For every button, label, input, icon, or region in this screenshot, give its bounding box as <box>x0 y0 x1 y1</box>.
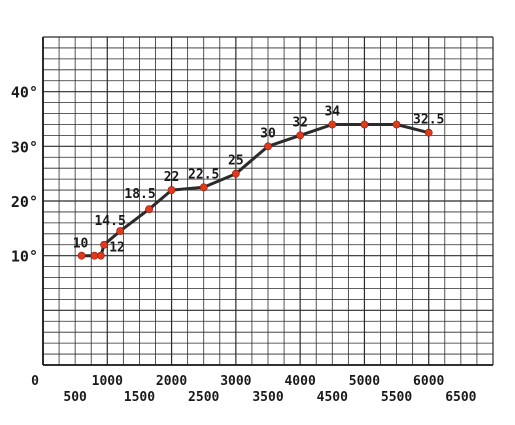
x-tick-label: 6500 <box>445 390 476 405</box>
data-point <box>424 128 433 137</box>
x-tick-label: 2500 <box>188 390 219 405</box>
x-tick-labels-bottom-row: 500 1500 2500 3500 4500 5500 6500 <box>63 390 476 405</box>
y-tick-label: 30° <box>11 138 38 156</box>
data-point <box>328 120 337 129</box>
data-label: 25 <box>228 154 244 169</box>
grid <box>42 36 494 366</box>
data-label: 14.5 <box>94 214 125 229</box>
data-point <box>264 142 272 151</box>
y-tick-label: 10° <box>11 248 38 266</box>
x-tick-label: 3500 <box>252 390 283 405</box>
y-tick-label: 20° <box>11 193 38 211</box>
data-point <box>167 186 176 194</box>
data-points <box>77 120 433 260</box>
x-tick-label: 5000 <box>349 374 380 389</box>
x-tick-label: 4000 <box>284 374 315 389</box>
x-tick-label: 4500 <box>317 390 348 405</box>
x-tick-label: 500 <box>63 390 87 405</box>
data-label: 12 <box>109 241 125 256</box>
data-label: 32 <box>292 115 308 130</box>
data-label: 10 <box>73 237 89 252</box>
data-label: 34 <box>324 104 340 119</box>
x-tick-label: 2000 <box>156 374 187 389</box>
y-tick-label: 40° <box>11 84 38 102</box>
x-tick-label: 0 <box>31 374 39 389</box>
data-point <box>231 169 240 178</box>
data-point <box>199 183 208 192</box>
data-point <box>77 251 86 260</box>
y-tick-labels: 10° 20° 30° 40° <box>11 84 38 266</box>
data-point <box>145 205 153 214</box>
x-tick-label: 5500 <box>381 390 412 405</box>
x-tick-label: 6000 <box>413 374 444 389</box>
data-point <box>116 227 125 235</box>
x-tick-labels-top-row: 0 1000 2000 3000 4000 5000 6000 <box>31 374 444 389</box>
data-point <box>100 240 108 249</box>
data-point <box>296 131 305 140</box>
data-label: 22.5 <box>188 167 219 182</box>
data-point <box>360 120 369 129</box>
data-point <box>392 120 401 129</box>
data-point <box>96 251 105 260</box>
x-tick-label: 1500 <box>124 390 155 405</box>
data-label: 30 <box>260 126 276 141</box>
data-point <box>90 251 99 260</box>
x-tick-label: 3000 <box>220 374 251 389</box>
axes <box>42 37 493 366</box>
data-label: 22 <box>164 170 180 185</box>
data-labels: 10 12 14.5 18.5 22 22.5 25 30 32 34 32.5 <box>73 104 445 255</box>
x-tick-label: 1000 <box>92 374 123 389</box>
data-label: 32.5 <box>413 113 444 128</box>
data-label: 18.5 <box>124 187 155 202</box>
